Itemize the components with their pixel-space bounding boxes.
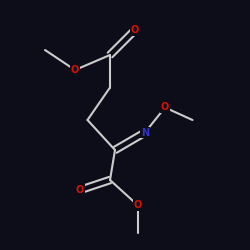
Text: N: N <box>141 128 149 138</box>
Text: O: O <box>76 185 84 195</box>
Text: O: O <box>134 200 141 210</box>
Text: O: O <box>131 25 139 35</box>
Text: O: O <box>161 102 169 113</box>
Text: O: O <box>71 65 79 75</box>
